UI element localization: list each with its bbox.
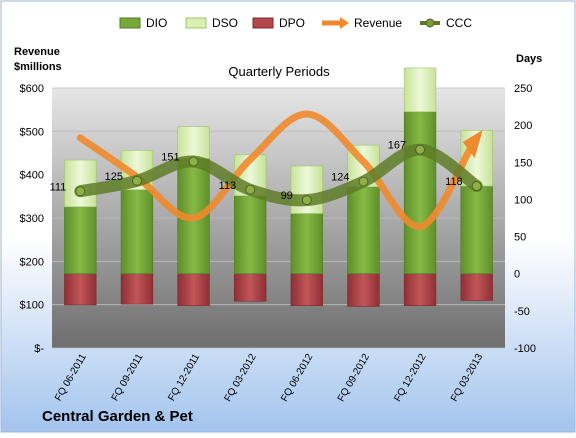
ccc-point-fq-06-2012: [301, 195, 312, 206]
left-axis-title-line2: $millions: [14, 61, 62, 73]
legend-arrow-revenue: [340, 17, 349, 29]
ccc-point-fq-06-2011: [75, 186, 86, 197]
revenue-arrowhead: [462, 130, 483, 158]
revenue-line: [76, 110, 475, 231]
bar-dso-fq-12-2012: [403, 67, 437, 113]
ccc-point-fq-12-2012: [415, 144, 426, 155]
ccc-data-label: 124: [331, 172, 349, 184]
left-tick-label: $-: [34, 343, 44, 355]
ccc-data-label: 111: [50, 181, 67, 193]
legend-swatch-dpo: [252, 17, 274, 29]
ccc-data-label: 167: [388, 140, 406, 152]
bar-dso-fq-06-2011: [64, 159, 97, 208]
right-tick-label: 0: [514, 269, 520, 281]
bar-dpo-fq-06-2011: [64, 273, 97, 306]
left-tick-label: $300: [20, 213, 44, 225]
ccc-data-label: 99: [281, 190, 293, 202]
ccc-point-fq-09-2012: [358, 176, 369, 187]
left-axis-title-line1: Revenue: [14, 46, 60, 58]
ccc-point-fq-09-2011: [131, 175, 142, 186]
right-tick-label: 100: [514, 194, 532, 206]
right-axis-ticks: -100 -50 0 50 100 150 200 250: [514, 83, 536, 355]
right-tick-label: 250: [514, 83, 532, 95]
left-tick-label: $600: [20, 83, 44, 95]
legend-marker-ccc: [425, 18, 435, 28]
bar-dso-fq-12-2011: [177, 126, 210, 159]
bar-dpo-fq-03-2012: [234, 273, 267, 302]
right-tick-label: 150: [514, 157, 532, 169]
legend: DIO DSO DPO Revenue CCC: [119, 16, 472, 30]
legend-swatch-dso: [185, 17, 207, 29]
bar-dio-fq-03-2012: [234, 195, 267, 275]
legend-label-dso: DSO: [212, 16, 238, 30]
ccc-data-label: 125: [105, 171, 123, 183]
legend-label-revenue: Revenue: [354, 16, 402, 30]
right-tick-label: -50: [514, 306, 530, 318]
right-tick-label: 200: [514, 120, 532, 132]
legend-swatch-dio: [119, 17, 141, 29]
bar-dio-fq-09-2011: [120, 189, 154, 275]
bar-dpo-fq-12-2011: [177, 273, 210, 306]
bar-dpo-fq-09-2012: [347, 273, 380, 307]
ccc-point-fq-12-2011: [188, 156, 199, 167]
ccc-data-label: 118: [445, 176, 463, 188]
bar-dso-fq-06-2012: [290, 165, 323, 214]
chart-title: Quarterly Periods: [228, 64, 330, 79]
legend-label-ccc: CCC: [446, 16, 472, 30]
right-tick-label: -100: [514, 343, 536, 355]
bar-dio-fq-06-2011: [64, 206, 97, 275]
ccc-data-labels: 111 125 151 113 99 124 167 118: [50, 140, 463, 203]
ccc-point-fq-03-2012: [245, 184, 256, 195]
line-series: [74, 110, 483, 231]
legend-label-dio: DIO: [146, 16, 167, 30]
company-name: Central Garden & Pet: [42, 408, 193, 425]
ccc-data-label: 151: [161, 152, 179, 164]
bar-dpo-fq-06-2012: [290, 273, 323, 306]
left-tick-label: $100: [20, 300, 44, 312]
left-axis-ticks: $- $100 $200 $300 $400 $500 $600: [20, 83, 45, 355]
ccc-point-fq-03-2013: [471, 181, 482, 192]
bar-dpo-fq-03-2013: [460, 273, 493, 301]
bar-dio-fq-03-2013: [460, 185, 493, 275]
left-tick-label: $400: [20, 170, 44, 182]
bar-dpo-fq-09-2011: [120, 273, 154, 305]
bar-dpo-fq-12-2012: [403, 273, 437, 306]
bar-dio-fq-06-2012: [290, 213, 323, 275]
right-tick-label: 50: [514, 232, 526, 244]
right-axis-title: Days: [516, 53, 542, 65]
bar-dio-fq-09-2012: [347, 186, 380, 275]
ccc-data-label: 113: [219, 180, 237, 192]
left-tick-label: $500: [20, 126, 44, 138]
bar-dio-fq-12-2012: [403, 111, 437, 275]
left-tick-label: $200: [20, 256, 44, 268]
legend-label-dpo: DPO: [279, 16, 305, 30]
